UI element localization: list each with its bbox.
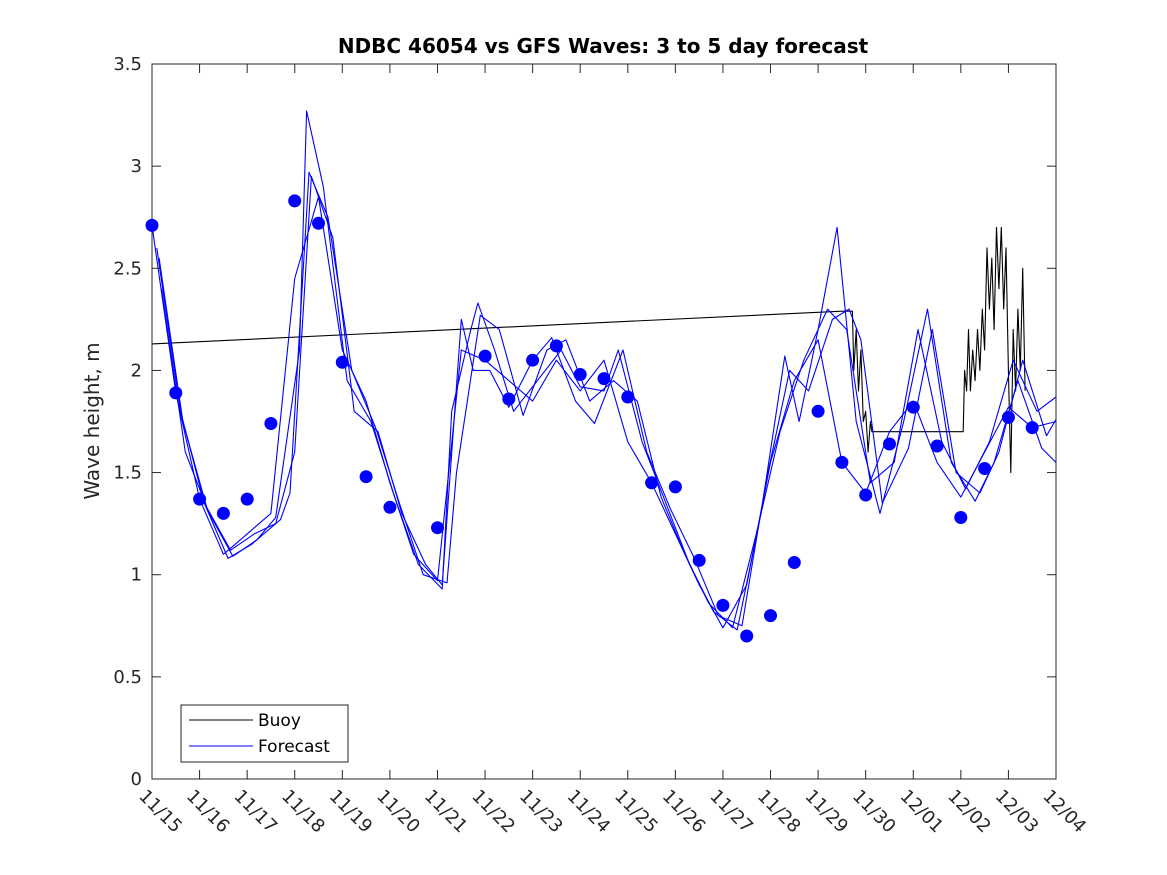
forecast-marker-20 [645,476,659,490]
forecast-marker-6 [264,417,278,430]
forecast-marker-10 [359,470,373,484]
forecast-marker-13 [478,349,492,363]
forecast-marker-22 [692,553,706,567]
forecast-marker-5 [240,492,254,506]
forecast-marker-9 [335,355,349,369]
forecast-marker-35 [1001,410,1015,424]
forecast-marker-23 [716,598,730,612]
forecast-markers [145,194,1039,643]
forecast-marker-33 [954,511,968,524]
forecast-marker-26 [787,556,801,569]
legend-label-forecast: Forecast [258,737,330,757]
forecast-marker-14 [502,392,516,406]
forecast-marker-8 [312,216,325,230]
forecast-marker-12 [431,521,444,535]
forecast-marker-3 [193,492,207,506]
chart-title: NDBC 46054 vs GFS Waves: 3 to 5 day fore… [338,34,869,58]
forecast-marker-25 [764,609,777,623]
legend-box [180,704,349,763]
forecast-marker-21 [668,480,682,494]
series-line-3 [160,110,1057,631]
legend: Buoy Forecast [180,704,349,763]
forecast-marker-1 [145,218,159,232]
forecast-marker-16 [549,339,563,353]
forecast-marker-32 [930,439,944,453]
forecast-marker-4 [216,506,230,520]
forecast-marker-31 [906,400,920,414]
forecast-marker-27 [811,404,825,418]
forecast-marker-24 [740,629,754,643]
forecast-marker-2 [169,386,183,400]
forecast-marker-7 [288,194,302,208]
forecast-marker-17 [573,368,587,381]
series-lines [151,110,1057,631]
y-tick-label-2: 1 [131,565,142,586]
forecast-marker-15 [526,353,540,367]
y-tick-label-3: 1.5 [113,463,142,484]
plot-frame [151,63,1057,780]
series-line-4 [156,171,1057,629]
y-tick-label-5: 2.5 [113,258,142,279]
legend-label-buoy: Buoy [258,711,301,731]
y-axis-label: Wave height, m [80,342,104,499]
y-tick-label-4: 2 [131,360,142,381]
forecast-marker-18 [597,372,611,386]
series-line-5 [158,175,1057,627]
y-tick-label-0: 0 [131,769,142,790]
y-tick-label-7: 3.5 [113,54,142,75]
forecast-marker-19 [621,390,635,404]
y-tick-label-1: 0.5 [113,667,142,688]
y-tick-label-6: 3 [131,156,142,177]
forecast-marker-36 [1025,421,1039,435]
forecast-marker-28 [835,455,849,469]
forecast-marker-30 [883,437,896,451]
forecast-marker-29 [859,488,873,502]
forecast-marker-11 [383,500,397,514]
forecast-marker-34 [978,462,992,475]
